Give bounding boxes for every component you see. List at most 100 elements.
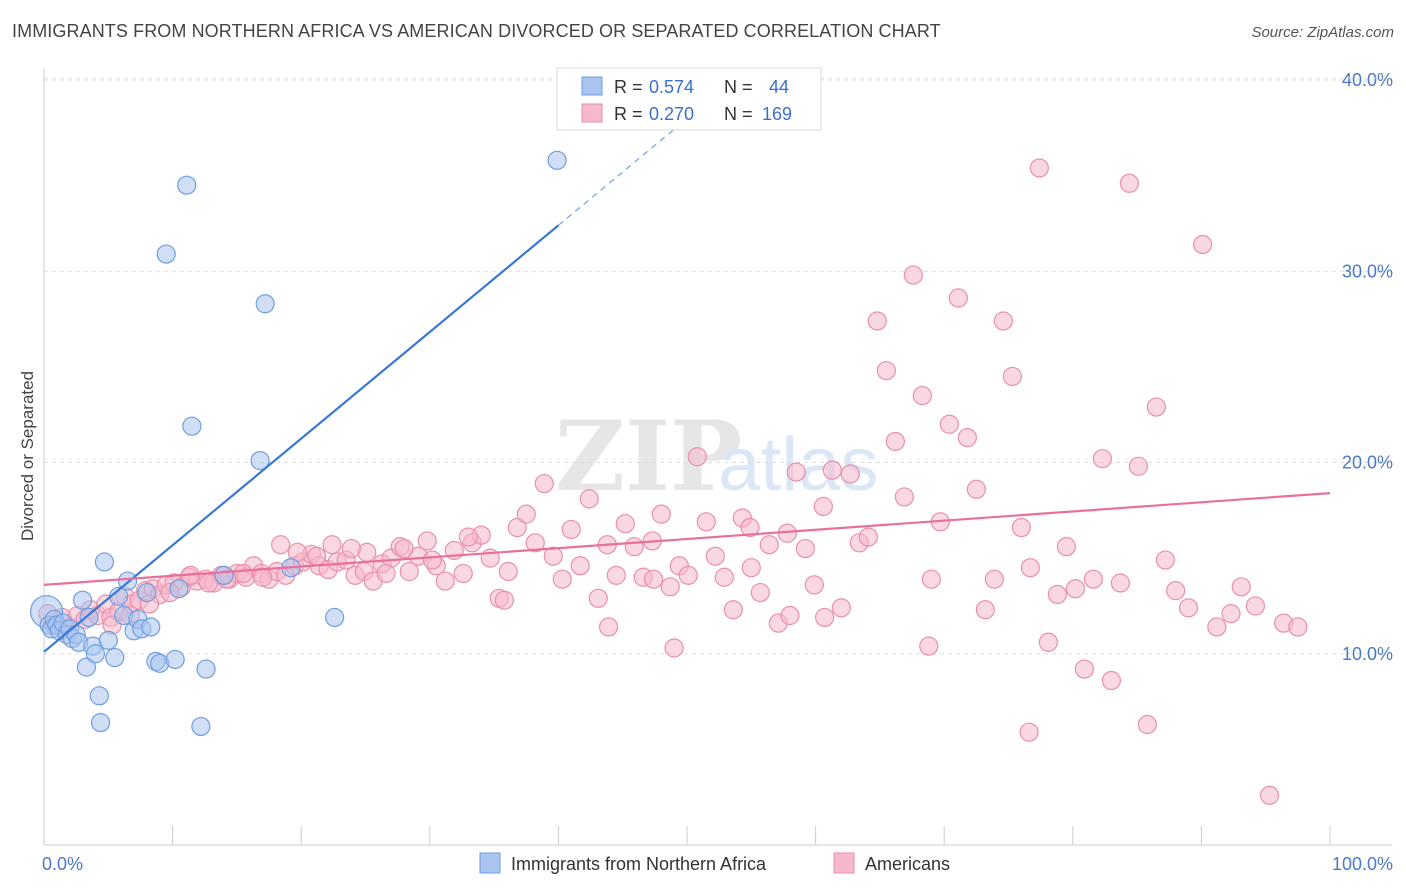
americans-point (705, 546, 725, 566)
chart-source: Source: ZipAtlas.com (1251, 24, 1394, 41)
americans-point (1166, 581, 1186, 601)
americans-point (643, 569, 664, 589)
americans-point (588, 588, 608, 608)
americans-point (786, 462, 806, 482)
americans-point (804, 575, 824, 595)
stats-legend: R = 0.574 N = 44 R = 0.270 N = 169 (556, 67, 822, 131)
americans-point (422, 550, 442, 570)
y-tick-label: 10.0% (1342, 644, 1393, 664)
americans-point (376, 563, 396, 584)
americans-point (1002, 366, 1022, 387)
northern-africa-trend-line (43, 224, 560, 653)
americans-point (714, 567, 734, 587)
americans-point (813, 496, 833, 517)
americans-point (1221, 603, 1241, 624)
axes (43, 68, 1392, 846)
americans-point (867, 311, 887, 331)
legend-r-label-1: R = (614, 77, 643, 97)
americans-point (579, 489, 599, 509)
series-legend-label-1: Immigrants from Northern Africa (511, 854, 767, 874)
americans-point (307, 546, 327, 566)
americans-point (939, 414, 959, 434)
americans-trend-line (43, 492, 1331, 586)
americans-point (687, 447, 707, 467)
americans-point (993, 311, 1013, 331)
americans-point (664, 638, 684, 658)
americans-point (1110, 573, 1130, 593)
northern-africa-point (547, 150, 567, 170)
northern-africa-point (214, 565, 234, 585)
americans-point (1019, 722, 1039, 742)
americans-point (759, 535, 779, 555)
legend-swatch-blue (581, 76, 603, 96)
americans-point (1288, 617, 1308, 637)
americans-point (435, 571, 455, 591)
northern-africa-point (79, 607, 99, 628)
americans-point (1178, 598, 1199, 618)
americans-point (1155, 550, 1175, 570)
northern-africa-point (94, 552, 115, 572)
americans-point (975, 600, 995, 620)
americans-point (831, 598, 851, 618)
chart-title: IMMIGRANTS FROM NORTHERN AFRICA VS AMERI… (12, 21, 941, 41)
northern-africa-point (141, 617, 161, 637)
americans-point (1137, 714, 1157, 735)
northern-africa-point (177, 175, 197, 195)
americans-point (1029, 158, 1049, 178)
americans-point (696, 512, 716, 532)
americans-point (894, 487, 914, 507)
americans-point (1020, 558, 1040, 578)
series-legend: Immigrants from Northern Africa American… (479, 852, 950, 874)
americans-point (1065, 579, 1085, 599)
americans-point (453, 563, 473, 584)
americans-point (815, 607, 835, 628)
northern-africa-point (165, 649, 185, 670)
americans-point (552, 569, 572, 589)
americans-point (233, 563, 253, 584)
americans-point (740, 517, 760, 538)
americans-point (912, 385, 932, 406)
legend-r-label-2: R = (614, 104, 643, 124)
northern-africa-points (29, 150, 567, 737)
series-legend-swatch-blue (479, 852, 501, 874)
americans-point (984, 569, 1004, 589)
americans-point (543, 546, 563, 566)
legend-r-value-2: 0.270 (649, 104, 694, 124)
americans-point (903, 265, 923, 285)
americans-point (885, 431, 905, 452)
y-axis-title: Divorced or Separated (18, 371, 37, 541)
americans-point (598, 617, 619, 637)
northern-africa-point (156, 244, 176, 264)
americans-point (966, 479, 986, 499)
americans-point (1101, 670, 1121, 691)
americans-point (1231, 577, 1251, 597)
americans-point (1056, 537, 1076, 557)
northern-africa-point (72, 590, 93, 610)
legend-n-label-2: N = (724, 104, 753, 124)
americans-point (1207, 617, 1227, 637)
americans-point (723, 600, 743, 620)
y-tick-label: 30.0% (1342, 261, 1393, 281)
americans-point (1119, 173, 1139, 193)
americans-point (678, 565, 698, 585)
series-legend-label-2: Americans (865, 854, 950, 874)
x-tick-min: 0.0% (42, 854, 83, 874)
americans-point (1092, 449, 1112, 469)
americans-point (1047, 584, 1067, 605)
americans-point (253, 567, 273, 587)
americans-point (570, 556, 590, 576)
americans-point (822, 460, 842, 480)
series-legend-swatch-pink (833, 852, 855, 874)
americans-point (399, 561, 419, 582)
americans-point (624, 537, 644, 557)
grid-lines: 10.0% 20.0% 30.0% 40.0% (44, 70, 1393, 664)
americans-point (840, 464, 860, 484)
americans-point (750, 582, 770, 603)
northern-africa-point (137, 582, 157, 603)
y-tick-label: 40.0% (1342, 70, 1393, 90)
legend-n-value-1: 44 (769, 77, 789, 97)
northern-africa-point (90, 712, 111, 733)
americans-point (525, 533, 545, 553)
americans-point (1146, 397, 1166, 417)
